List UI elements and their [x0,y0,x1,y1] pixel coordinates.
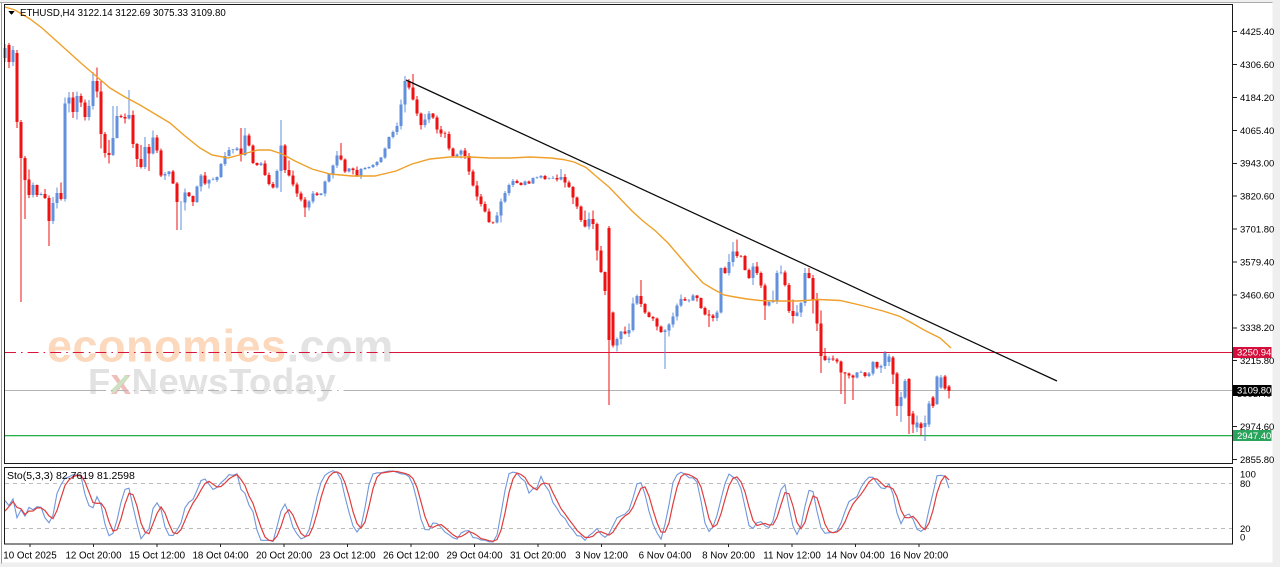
svg-text:31 Oct 20:00: 31 Oct 20:00 [510,551,567,562]
svg-text:FxNewsToday: FxNewsToday [88,361,336,402]
svg-text:3460.60: 3460.60 [1240,290,1274,301]
svg-text:4184.20: 4184.20 [1240,93,1274,104]
svg-text:3338.20: 3338.20 [1240,323,1274,334]
svg-text:8 Nov 20:00: 8 Nov 20:00 [702,551,755,562]
svg-text:29 Oct 04:00: 29 Oct 04:00 [446,551,503,562]
svg-text:3820.60: 3820.60 [1240,192,1274,203]
svg-text:20 Oct 20:00: 20 Oct 20:00 [256,551,313,562]
svg-text:3943.00: 3943.00 [1240,159,1274,170]
svg-text:4065.40: 4065.40 [1240,126,1274,137]
svg-text:80: 80 [1240,479,1251,490]
svg-text:14 Nov 04:00: 14 Nov 04:00 [826,551,885,562]
svg-text:18 Oct 04:00: 18 Oct 04:00 [192,551,249,562]
svg-text:11 Nov 12:00: 11 Nov 12:00 [763,551,821,562]
svg-text:ETHUSD,H4 3122.14 3122.69 307: ETHUSD,H4 3122.14 3122.69 3075.33 3109.8… [20,8,226,19]
svg-text:4306.60: 4306.60 [1240,60,1274,71]
svg-text:12 Oct 20:00: 12 Oct 20:00 [65,551,122,562]
svg-text:4425.40: 4425.40 [1240,27,1274,38]
svg-text:2947.40: 2947.40 [1237,431,1271,442]
svg-text:3250.94: 3250.94 [1237,348,1271,359]
svg-text:3701.80: 3701.80 [1240,225,1274,236]
svg-text:15 Oct 12:00: 15 Oct 12:00 [129,551,186,562]
svg-text:6 Nov 04:00: 6 Nov 04:00 [639,551,692,562]
svg-text:3579.40: 3579.40 [1240,257,1274,268]
svg-text:3109.80: 3109.80 [1237,386,1271,397]
svg-text:23 Oct 12:00: 23 Oct 12:00 [319,551,376,562]
svg-text:0: 0 [1240,533,1245,544]
svg-text:10 Oct 2025: 10 Oct 2025 [3,551,57,562]
svg-text:26 Oct 12:00: 26 Oct 12:00 [383,551,440,562]
svg-text:3 Nov 12:00: 3 Nov 12:00 [575,551,628,562]
svg-text:Sto(5,3,3) 82.7619 81.2598: Sto(5,3,3) 82.7619 81.2598 [7,470,135,482]
svg-text:2855.80: 2855.80 [1240,455,1274,466]
svg-text:16 Nov 20:00: 16 Nov 20:00 [890,551,949,562]
